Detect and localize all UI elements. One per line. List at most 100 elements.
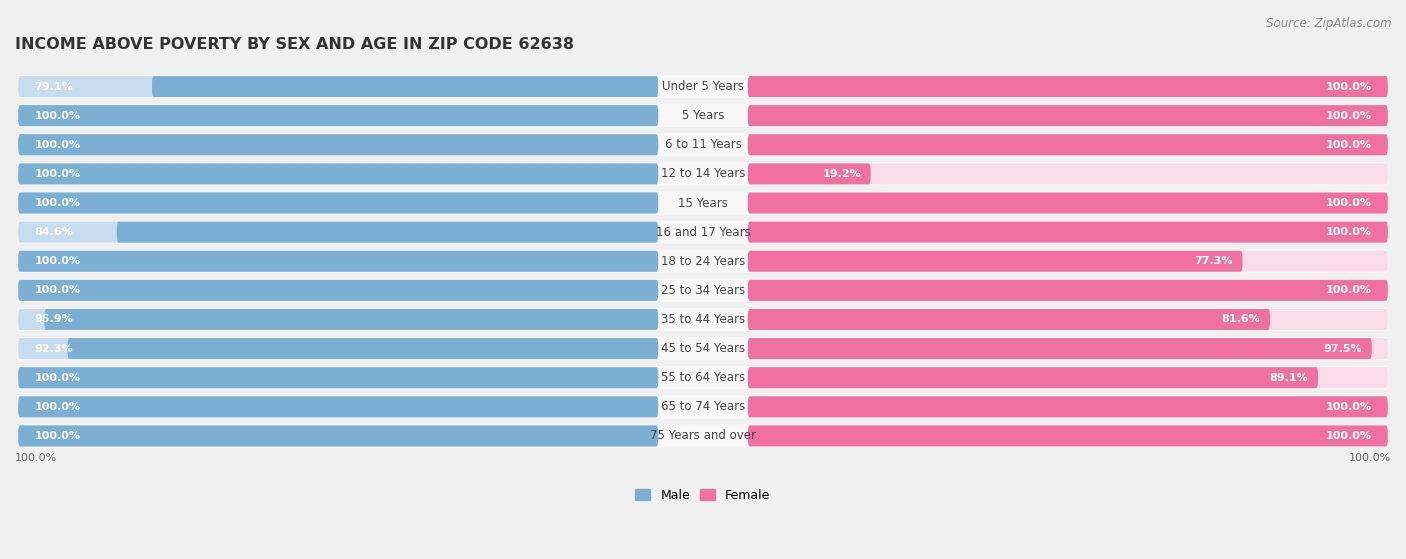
Text: 100.0%: 100.0% [34,111,80,121]
Text: 92.3%: 92.3% [34,344,73,354]
FancyBboxPatch shape [18,424,1388,448]
FancyBboxPatch shape [748,338,1372,359]
Text: 77.3%: 77.3% [1195,256,1233,266]
FancyBboxPatch shape [45,309,658,330]
Text: 100.0%: 100.0% [15,453,58,463]
Text: 100.0%: 100.0% [34,256,80,266]
FancyBboxPatch shape [748,76,1388,97]
FancyBboxPatch shape [748,163,870,184]
FancyBboxPatch shape [18,251,658,272]
FancyBboxPatch shape [18,191,1388,215]
Text: INCOME ABOVE POVERTY BY SEX AND AGE IN ZIP CODE 62638: INCOME ABOVE POVERTY BY SEX AND AGE IN Z… [15,37,574,53]
FancyBboxPatch shape [18,367,658,388]
FancyBboxPatch shape [18,366,1388,390]
FancyBboxPatch shape [748,396,1388,418]
Text: 15 Years: 15 Years [678,197,728,210]
FancyBboxPatch shape [18,251,658,272]
Text: 45 to 54 Years: 45 to 54 Years [661,342,745,355]
FancyBboxPatch shape [18,220,1388,244]
Text: 100.0%: 100.0% [34,140,80,150]
Text: 100.0%: 100.0% [34,198,80,208]
FancyBboxPatch shape [748,221,1388,243]
FancyBboxPatch shape [18,396,658,418]
FancyBboxPatch shape [18,280,658,301]
Text: 19.2%: 19.2% [823,169,860,179]
Text: 100.0%: 100.0% [1348,453,1391,463]
FancyBboxPatch shape [748,192,1388,214]
FancyBboxPatch shape [748,367,1388,388]
FancyBboxPatch shape [748,338,1388,359]
Text: 100.0%: 100.0% [34,285,80,295]
FancyBboxPatch shape [67,338,658,359]
FancyBboxPatch shape [18,192,658,214]
Text: 100.0%: 100.0% [1326,227,1372,237]
FancyBboxPatch shape [18,105,658,126]
FancyBboxPatch shape [748,251,1388,272]
FancyBboxPatch shape [18,308,1388,331]
FancyBboxPatch shape [748,105,1388,126]
FancyBboxPatch shape [18,250,1388,273]
Text: 100.0%: 100.0% [1326,82,1372,92]
FancyBboxPatch shape [18,75,1388,98]
FancyBboxPatch shape [18,76,658,97]
FancyBboxPatch shape [748,425,1388,447]
FancyBboxPatch shape [18,396,658,418]
Text: 79.1%: 79.1% [34,82,73,92]
FancyBboxPatch shape [748,309,1270,330]
FancyBboxPatch shape [748,396,1388,418]
Text: 16 and 17 Years: 16 and 17 Years [655,226,751,239]
Text: 100.0%: 100.0% [34,431,80,441]
Text: 81.6%: 81.6% [1222,315,1260,324]
FancyBboxPatch shape [748,280,1388,301]
Text: 35 to 44 Years: 35 to 44 Years [661,313,745,326]
FancyBboxPatch shape [152,76,658,97]
Text: 84.6%: 84.6% [34,227,73,237]
FancyBboxPatch shape [18,105,658,126]
FancyBboxPatch shape [748,163,1388,184]
Text: 18 to 24 Years: 18 to 24 Years [661,255,745,268]
Legend: Male, Female: Male, Female [630,484,776,507]
FancyBboxPatch shape [748,309,1388,330]
FancyBboxPatch shape [748,105,1388,126]
FancyBboxPatch shape [18,162,1388,186]
FancyBboxPatch shape [18,425,658,447]
Text: 100.0%: 100.0% [34,169,80,179]
FancyBboxPatch shape [18,163,658,184]
FancyBboxPatch shape [748,192,1388,214]
Text: 5 Years: 5 Years [682,109,724,122]
Text: Source: ZipAtlas.com: Source: ZipAtlas.com [1267,17,1392,30]
FancyBboxPatch shape [18,338,658,359]
Text: 65 to 74 Years: 65 to 74 Years [661,400,745,413]
Text: 55 to 64 Years: 55 to 64 Years [661,371,745,384]
Text: 75 Years and over: 75 Years and over [650,429,756,442]
FancyBboxPatch shape [18,221,658,243]
FancyBboxPatch shape [18,134,658,155]
FancyBboxPatch shape [18,133,1388,157]
FancyBboxPatch shape [18,337,1388,360]
Text: 97.5%: 97.5% [1323,344,1362,354]
Text: 100.0%: 100.0% [1326,402,1372,412]
Text: 89.1%: 89.1% [1270,373,1309,383]
FancyBboxPatch shape [748,251,1243,272]
Text: 100.0%: 100.0% [34,373,80,383]
Text: 100.0%: 100.0% [1326,431,1372,441]
FancyBboxPatch shape [18,192,658,214]
Text: 25 to 34 Years: 25 to 34 Years [661,284,745,297]
Text: 100.0%: 100.0% [1326,285,1372,295]
Text: 6 to 11 Years: 6 to 11 Years [665,138,741,151]
FancyBboxPatch shape [748,134,1388,155]
Text: 95.9%: 95.9% [34,315,73,324]
FancyBboxPatch shape [748,425,1388,447]
FancyBboxPatch shape [18,163,658,184]
FancyBboxPatch shape [748,76,1388,97]
FancyBboxPatch shape [18,425,658,447]
FancyBboxPatch shape [18,104,1388,127]
Text: 12 to 14 Years: 12 to 14 Years [661,167,745,181]
FancyBboxPatch shape [18,279,1388,302]
FancyBboxPatch shape [18,280,658,301]
FancyBboxPatch shape [748,280,1388,301]
Text: 100.0%: 100.0% [34,402,80,412]
FancyBboxPatch shape [18,395,1388,419]
FancyBboxPatch shape [748,367,1317,388]
Text: Under 5 Years: Under 5 Years [662,80,744,93]
